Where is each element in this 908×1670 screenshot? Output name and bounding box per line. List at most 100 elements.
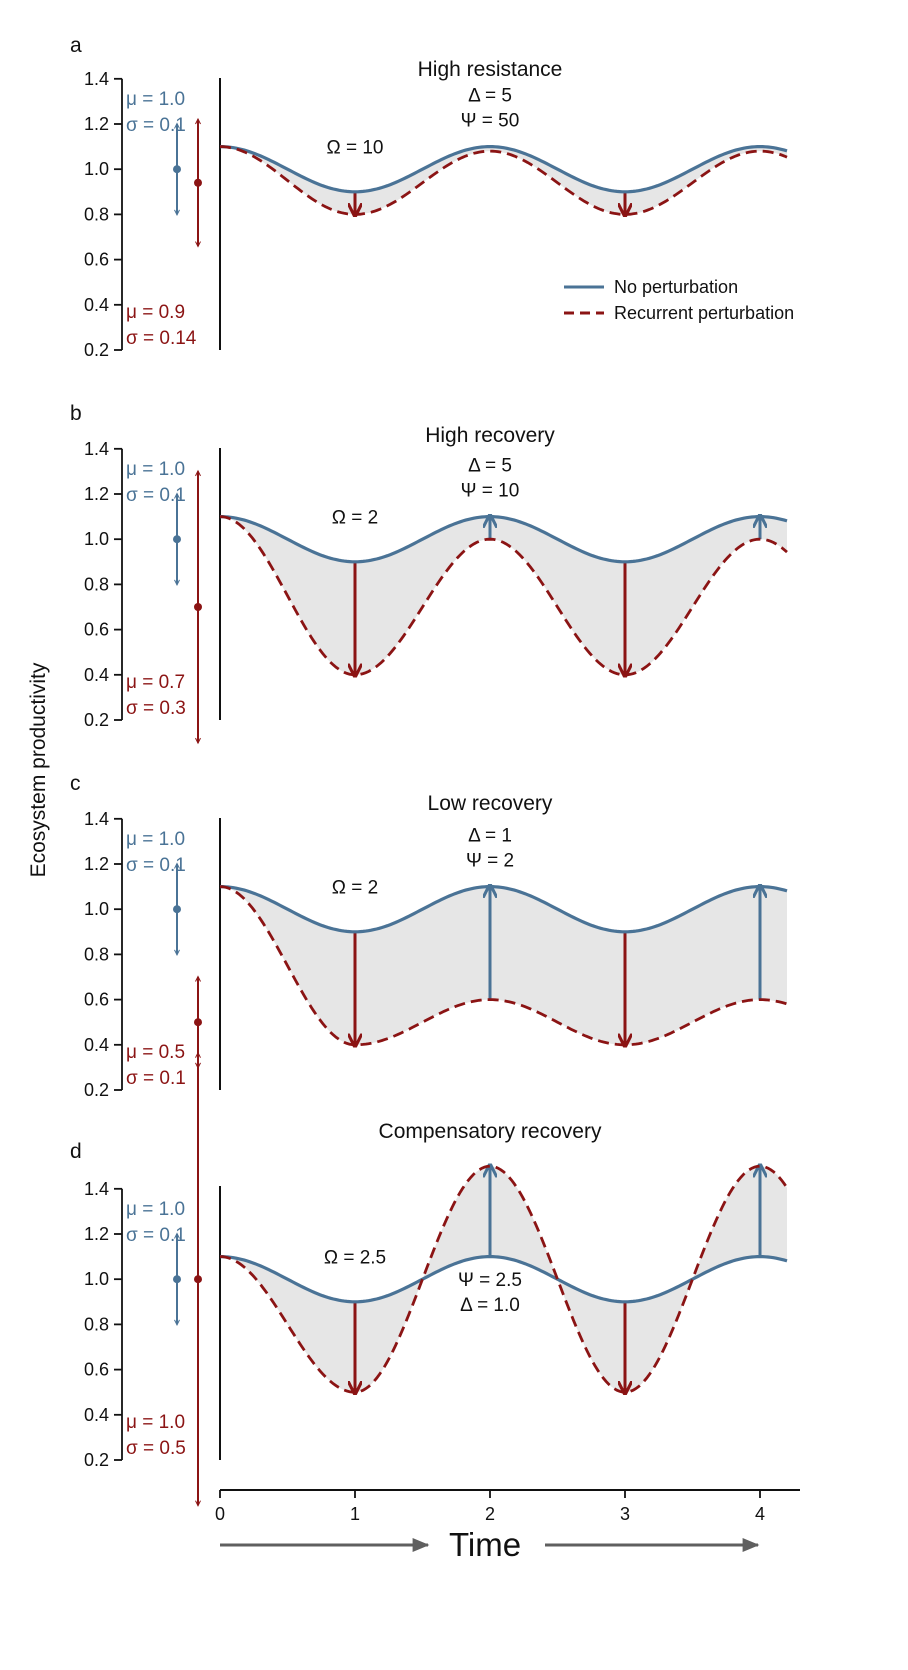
panel-title: Compensatory recovery bbox=[379, 1120, 602, 1143]
y-tick-label: 1.4 bbox=[84, 439, 109, 459]
y-tick-label: 0.8 bbox=[84, 944, 109, 964]
panel-letter: b bbox=[70, 402, 82, 425]
y-tick-label: 1.2 bbox=[84, 484, 109, 504]
y-tick-label: 1.2 bbox=[84, 114, 109, 134]
stat-sigma-recurrent-perturbation: σ = 0.14 bbox=[126, 328, 197, 349]
y-tick-label: 1.0 bbox=[84, 1269, 109, 1289]
panels: a High resistance 0.2 0.4 0.6 0.8 1.0 1.2 1.4 μ =… bbox=[70, 34, 794, 1507]
stat-sigma-no-perturbation: σ = 0.1 bbox=[126, 1225, 186, 1246]
x-tick-label-3: 3 bbox=[620, 1504, 630, 1524]
stat-mu-recurrent-perturbation: μ = 0.7 bbox=[126, 672, 185, 693]
stat-mu-no-perturbation: μ = 1.0 bbox=[126, 89, 185, 110]
stat-sigma-no-perturbation: σ = 0.1 bbox=[126, 855, 186, 876]
y-tick-label: 0.4 bbox=[84, 1405, 109, 1425]
y-tick-label: 0.6 bbox=[84, 620, 109, 640]
param-label-1: Δ = 5 bbox=[468, 455, 512, 476]
difference-area bbox=[220, 516, 787, 675]
param-label-2: Δ = 1.0 bbox=[460, 1295, 520, 1316]
panel-letter: a bbox=[70, 34, 82, 57]
y-tick-label: 0.6 bbox=[84, 990, 109, 1010]
y-tick-label: 1.4 bbox=[84, 69, 109, 89]
param-label-2: Ψ = 10 bbox=[461, 480, 520, 501]
y-tick-label: 0.4 bbox=[84, 1035, 109, 1055]
y-tick-label: 0.6 bbox=[84, 1360, 109, 1380]
y-tick-label: 1.4 bbox=[84, 809, 109, 829]
legend-label-1: Recurrent perturbation bbox=[614, 303, 794, 323]
panel-b: b High recovery 0.2 0.4 0.6 0.8 1.0 1.2 1.4 μ = 1… bbox=[70, 402, 788, 745]
y-tick-label: 0.4 bbox=[84, 665, 109, 685]
panel-title: High recovery bbox=[425, 424, 555, 447]
y-tick-label: 0.2 bbox=[84, 1080, 109, 1100]
y-tick-label: 0.2 bbox=[84, 1450, 109, 1470]
x-tick-label-4: 4 bbox=[755, 1504, 765, 1524]
y-tick-label: 0.8 bbox=[84, 1314, 109, 1334]
param-label-1: Δ = 1 bbox=[468, 825, 512, 846]
dist-no-perturbation-mean bbox=[173, 1275, 181, 1284]
param-label-0: Ω = 2 bbox=[332, 507, 378, 528]
stat-mu-no-perturbation: μ = 1.0 bbox=[126, 1199, 185, 1220]
difference-area bbox=[220, 886, 787, 1045]
panel-title: High resistance bbox=[418, 58, 563, 81]
y-axis-label: Ecosystem productivity bbox=[27, 662, 50, 877]
series-line-recurrent-perturbation bbox=[219, 515, 788, 677]
legend: No perturbation Recurrent perturbation bbox=[564, 277, 794, 323]
dist-recurrent-perturbation-mean bbox=[194, 1018, 202, 1027]
param-label-0: Ω = 2.5 bbox=[324, 1247, 386, 1268]
y-tick-label: 0.2 bbox=[84, 710, 109, 730]
y-tick-label: 1.2 bbox=[84, 854, 109, 874]
panel-letter: c bbox=[70, 772, 81, 795]
difference-area bbox=[220, 146, 787, 215]
dist-no-perturbation-mean bbox=[173, 535, 181, 544]
difference-area bbox=[220, 1166, 787, 1393]
x-tick-label-2: 2 bbox=[485, 1504, 495, 1524]
x-tick-label-1: 1 bbox=[350, 1504, 360, 1524]
panel-a: a High resistance 0.2 0.4 0.6 0.8 1.0 1.2 1.4 μ =… bbox=[70, 34, 794, 360]
dist-recurrent-perturbation-mean bbox=[194, 603, 202, 611]
y-tick-label: 1.0 bbox=[84, 529, 109, 549]
y-tick-label: 0.8 bbox=[84, 204, 109, 224]
stat-mu-no-perturbation: μ = 1.0 bbox=[126, 459, 185, 480]
legend-label-0: No perturbation bbox=[614, 277, 738, 297]
y-tick-label: 1.0 bbox=[84, 159, 109, 179]
x-tick-label-0: 0 bbox=[215, 1504, 225, 1524]
series-line-no-perturbation bbox=[220, 1255, 788, 1304]
x-axis-label: Time bbox=[449, 1526, 521, 1563]
series-line-recurrent-perturbation bbox=[219, 1164, 789, 1394]
y-tick-label: 0.8 bbox=[84, 574, 109, 594]
y-tick-label: 0.6 bbox=[84, 250, 109, 270]
panel-d: d Compensatory recovery 0.2 0.4 0.6 0.8 1.0 1.2… bbox=[70, 1051, 789, 1507]
param-label-0: Ω = 10 bbox=[327, 137, 384, 158]
panel-title: Low recovery bbox=[428, 792, 553, 815]
stat-sigma-recurrent-perturbation: σ = 0.3 bbox=[126, 698, 186, 719]
series-line-no-perturbation bbox=[220, 885, 788, 934]
stat-sigma-no-perturbation: σ = 0.1 bbox=[126, 115, 186, 136]
stat-sigma-recurrent-perturbation: σ = 0.1 bbox=[126, 1068, 186, 1089]
series-line-recurrent-perturbation bbox=[219, 885, 788, 1047]
stat-mu-no-perturbation: μ = 1.0 bbox=[126, 829, 185, 850]
stat-mu-recurrent-perturbation: μ = 1.0 bbox=[126, 1412, 185, 1433]
y-tick-label: 1.0 bbox=[84, 899, 109, 919]
dist-no-perturbation-mean bbox=[173, 905, 181, 914]
y-tick-label: 1.2 bbox=[84, 1224, 109, 1244]
y-tick-label: 0.2 bbox=[84, 340, 109, 360]
dist-recurrent-perturbation-mean bbox=[194, 178, 202, 187]
x-axis: 0 1 2 3 4 bbox=[215, 1489, 800, 1524]
param-label-0: Ω = 2 bbox=[332, 877, 378, 898]
series-line-recurrent-perturbation bbox=[219, 145, 788, 216]
y-tick-label: 1.4 bbox=[84, 1179, 109, 1199]
param-label-2: Ψ = 50 bbox=[461, 110, 520, 131]
y-tick-label: 0.4 bbox=[84, 295, 109, 315]
series-line-no-perturbation bbox=[220, 515, 788, 564]
stat-sigma-no-perturbation: σ = 0.1 bbox=[126, 485, 186, 506]
stat-mu-recurrent-perturbation: μ = 0.9 bbox=[126, 302, 185, 323]
dist-no-perturbation-mean bbox=[173, 165, 181, 174]
param-label-2: Ψ = 2 bbox=[466, 850, 514, 871]
stat-mu-recurrent-perturbation: μ = 0.5 bbox=[126, 1042, 185, 1063]
dist-recurrent-perturbation-mean bbox=[194, 1275, 202, 1284]
series-line-no-perturbation bbox=[220, 145, 788, 194]
stat-sigma-recurrent-perturbation: σ = 0.5 bbox=[126, 1438, 186, 1459]
panel-c: c Low recovery 0.2 0.4 0.6 0.8 1.0 1.2 1.4 μ = 1.… bbox=[70, 772, 788, 1100]
param-label-1: Ψ = 2.5 bbox=[458, 1270, 522, 1291]
panel-letter: d bbox=[70, 1140, 82, 1163]
